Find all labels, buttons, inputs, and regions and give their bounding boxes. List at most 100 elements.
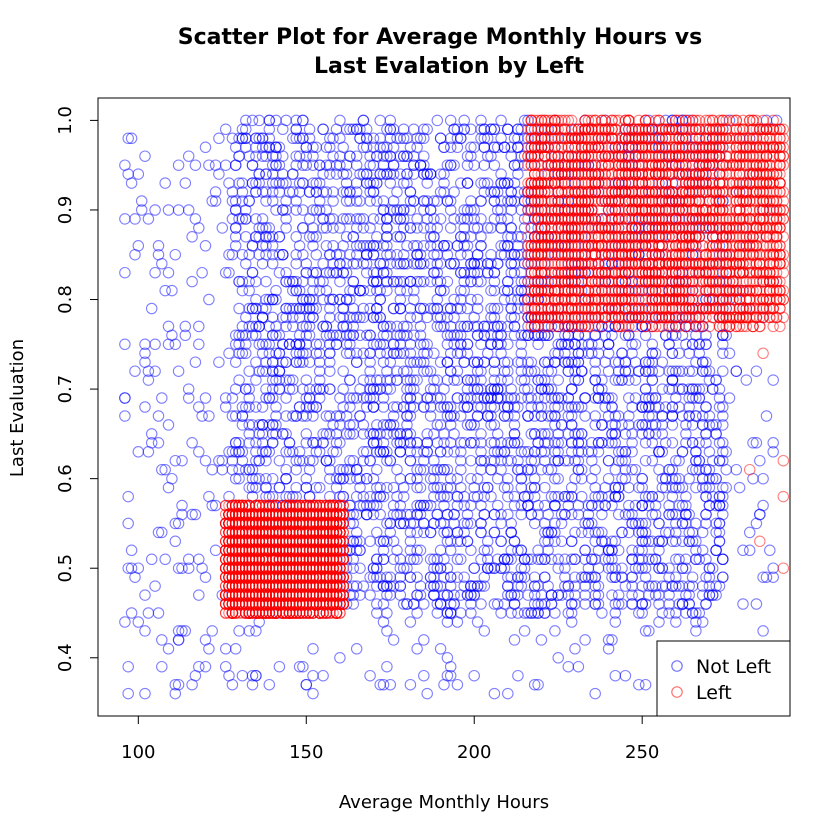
data-point-not-left — [478, 177, 491, 189]
data-point-not-left — [303, 463, 316, 476]
data-point-not-left — [159, 553, 171, 566]
data-point-not-left — [754, 454, 766, 467]
data-point-not-left — [307, 231, 319, 243]
data-point-not-left — [562, 660, 575, 673]
data-point-not-left — [572, 401, 585, 413]
data-point-not-left — [602, 643, 615, 655]
data-point-not-left — [186, 437, 198, 449]
data-point-not-left — [169, 678, 182, 691]
data-point-not-left — [223, 248, 235, 261]
data-point-not-left — [125, 177, 138, 189]
data-point-not-left — [193, 589, 205, 601]
data-point-not-left — [757, 625, 769, 637]
data-point-not-left — [287, 374, 299, 386]
data-point-not-left — [579, 634, 591, 646]
data-point-not-left — [471, 616, 484, 628]
data-point-not-left — [172, 204, 185, 216]
data-point-not-left — [552, 652, 564, 664]
data-point-not-left — [465, 419, 477, 431]
data-point-not-left — [119, 338, 131, 351]
data-point-not-left — [145, 437, 158, 449]
data-point-not-left — [596, 526, 608, 539]
data-point-not-left — [643, 625, 655, 637]
data-point-not-left — [156, 660, 168, 673]
data-point-not-left — [159, 284, 171, 297]
data-point-not-left — [139, 347, 151, 360]
data-point-not-left — [495, 114, 507, 127]
data-point-not-left — [213, 356, 225, 368]
data-point-not-left — [206, 499, 218, 512]
data-point-not-left — [670, 553, 682, 566]
data-point-not-left — [125, 607, 138, 619]
data-point-not-left — [162, 481, 175, 494]
data-point-not-left — [381, 419, 393, 431]
data-point-not-left — [404, 222, 417, 234]
data-point-not-left — [203, 159, 215, 171]
data-point-not-left — [145, 302, 158, 315]
data-point-not-left — [633, 678, 645, 691]
data-point-not-left — [129, 365, 141, 377]
data-point-not-left — [565, 553, 578, 566]
data-point-not-left — [172, 634, 185, 646]
data-point-not-left — [307, 266, 319, 279]
data-point-not-left — [491, 472, 504, 485]
data-point-not-left — [176, 499, 188, 512]
data-point-not-left — [193, 338, 205, 351]
data-point-not-left — [129, 571, 141, 583]
data-point-not-left — [723, 347, 736, 360]
data-point-not-left — [552, 553, 564, 566]
data-point-not-left — [142, 374, 155, 386]
data-point-not-left — [176, 454, 188, 467]
data-point-not-left — [612, 374, 625, 386]
data-point-not-left — [418, 132, 430, 145]
data-point-not-left — [122, 660, 134, 673]
data-point-not-left — [451, 678, 464, 691]
data-point-not-left — [324, 302, 336, 315]
data-point-not-left — [747, 437, 759, 449]
data-point-not-left — [451, 472, 464, 485]
data-point-not-left — [169, 517, 182, 530]
data-point-not-left — [213, 454, 225, 467]
data-point-not-left — [743, 526, 756, 539]
data-point-not-left — [354, 195, 366, 207]
data-point-not-left — [421, 687, 433, 700]
data-point-not-left — [280, 222, 292, 234]
data-point-not-left — [135, 195, 148, 207]
data-point-not-left — [606, 392, 618, 404]
data-point-not-left — [145, 428, 158, 440]
data-point-not-left — [528, 678, 541, 691]
data-point-not-left — [172, 625, 185, 637]
data-point-not-left — [189, 159, 202, 171]
data-point-not-left — [243, 401, 255, 413]
data-point-not-left — [132, 240, 145, 252]
data-point-not-left — [122, 490, 134, 503]
data-point-not-left — [552, 562, 564, 574]
data-point-not-left — [206, 625, 218, 637]
data-point-not-left — [381, 625, 393, 637]
data-point-not-left — [209, 186, 222, 198]
data-point-not-left — [132, 616, 145, 628]
data-point-not-left — [767, 446, 779, 458]
data-point-not-left — [179, 177, 192, 189]
data-point-not-left — [152, 410, 165, 422]
data-point-not-left — [297, 660, 309, 673]
data-point-not-left — [293, 660, 306, 673]
data-point-not-left — [337, 365, 349, 377]
data-point-not-left — [152, 240, 165, 252]
data-point-not-left — [310, 177, 323, 189]
data-point-not-left — [639, 678, 652, 691]
data-point-not-left — [357, 446, 370, 458]
data-point-not-left — [502, 687, 514, 700]
data-point-not-left — [179, 329, 192, 342]
data-point-not-left — [371, 607, 383, 619]
data-point-not-left — [203, 643, 215, 655]
data-point-not-left — [488, 687, 501, 700]
data-point-not-left — [226, 186, 239, 198]
data-point-not-left — [461, 419, 474, 431]
data-point-not-left — [122, 517, 134, 530]
data-point-not-left — [401, 150, 413, 162]
data-point-not-left — [179, 320, 192, 333]
data-point-not-left — [169, 454, 182, 467]
data-point-not-left — [119, 616, 131, 628]
